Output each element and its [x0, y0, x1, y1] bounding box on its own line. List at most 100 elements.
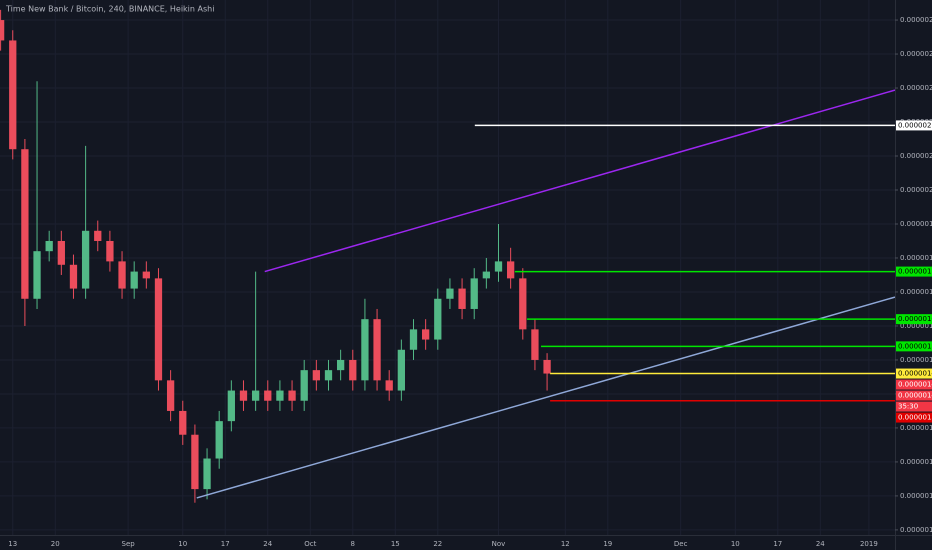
x-tick-label: 13 — [8, 540, 17, 548]
candle-body — [361, 319, 369, 381]
candle-body — [409, 329, 418, 350]
candle-body — [288, 390, 296, 401]
candle-body — [166, 380, 175, 411]
candle-body — [21, 149, 29, 299]
candle-body — [434, 298, 442, 340]
x-tick-label: 15 — [391, 540, 400, 548]
price-tag — [896, 401, 932, 412]
y-tick-label: 0.00000190 — [900, 220, 932, 228]
candle-body — [531, 329, 539, 360]
candle-body — [0, 20, 5, 41]
candle-body — [154, 278, 163, 381]
price-tag-label: 0.00000146 — [898, 370, 932, 378]
candle-body — [94, 230, 102, 241]
y-tick-label: 0.00000160 — [900, 322, 932, 330]
candle-body — [300, 370, 308, 401]
price-tag-label: 0.00000154 — [898, 342, 932, 350]
candle-body — [312, 370, 320, 381]
candle-body — [385, 380, 393, 391]
trend-line — [264, 89, 895, 273]
candle-body — [130, 271, 138, 289]
y-tick-label: 0.00000170 — [900, 288, 932, 296]
candle-body — [33, 251, 41, 299]
y-tick-label: 0.00000130 — [900, 424, 932, 432]
price-tag-label: 0.00000146 — [898, 381, 932, 389]
candle-body — [482, 271, 491, 279]
x-tick-label: 19 — [603, 540, 612, 548]
x-tick-label: 24 — [263, 540, 272, 548]
price-tag — [896, 314, 932, 325]
price-tag — [896, 390, 932, 401]
x-tick-label: 17 — [221, 540, 230, 548]
price-tag — [896, 379, 932, 390]
y-tick-label: 0.00000230 — [900, 84, 932, 92]
candle-body — [519, 278, 527, 330]
x-tick-label: 12 — [561, 540, 570, 548]
x-tick-label: 17 — [773, 540, 782, 548]
x-tick-label: 10 — [731, 540, 740, 548]
y-tick-label: 0.00000240 — [900, 50, 932, 58]
candle-body — [57, 240, 65, 265]
candle-body — [276, 390, 284, 401]
candle-body — [69, 264, 78, 289]
axes: 0.00000100 0.00000110 0.00000120 0.00000130… — [8, 16, 932, 548]
candle-body — [227, 390, 235, 422]
price-tag-label: 0.00000138 — [898, 414, 932, 422]
candle-body — [239, 390, 248, 401]
candle-body — [45, 240, 53, 252]
x-tick-label: 20 — [51, 540, 60, 548]
price-tag — [896, 412, 932, 423]
candle-body — [324, 370, 333, 381]
price-tag-label: 0.00000162 — [898, 315, 932, 323]
x-tick-label: Sep — [122, 540, 136, 548]
x-tick-label: Dec — [674, 540, 688, 548]
candle-body — [336, 359, 345, 371]
candle-body — [543, 359, 551, 374]
price-tag-label: 0.00000146 — [898, 392, 932, 400]
candle-body — [373, 319, 381, 381]
candle-body — [203, 458, 211, 490]
x-tick-label: Nov — [492, 540, 506, 548]
candle-body — [507, 261, 515, 279]
x-tick-label: 24 — [816, 540, 825, 548]
y-tick-label: 0.00000180 — [900, 254, 932, 262]
y-tick-label: 0.00000250 — [900, 16, 932, 24]
grid — [0, 0, 895, 535]
y-tick-label: 0.00000150 — [900, 356, 932, 364]
candle-body — [494, 261, 503, 272]
x-tick-label: 22 — [433, 540, 442, 548]
plot-area — [0, 9, 895, 503]
y-tick-label: 0.00000200 — [900, 186, 932, 194]
candle-body — [191, 434, 199, 490]
x-tick-label: 8 — [351, 540, 355, 548]
candle-body — [215, 421, 223, 459]
candle-body — [9, 40, 17, 150]
y-tick-label: 0.00000110 — [900, 492, 932, 500]
candle-body — [118, 261, 126, 289]
candle-body — [349, 359, 357, 381]
chart-title: Time New Bank / Bitcoin, 240, BINANCE, H… — [5, 5, 214, 14]
price-tag-label: 0.00000219 — [898, 121, 932, 129]
candle-body — [106, 240, 114, 262]
candle-body — [397, 349, 405, 391]
candle-body — [251, 390, 260, 401]
candle-body — [179, 410, 187, 435]
price-tag — [896, 120, 932, 131]
price-tag — [896, 266, 932, 277]
x-tick-label: 10 — [178, 540, 187, 548]
y-tick-label: 0.00000120 — [900, 458, 932, 466]
price-tag-label: 0.00000176 — [898, 268, 932, 276]
candle-body — [81, 230, 90, 289]
candle-body — [264, 390, 272, 401]
x-tick-label: Oct — [304, 540, 316, 548]
x-tick-label: 2019 — [860, 540, 878, 548]
trend-line — [196, 296, 895, 499]
candle-body — [458, 288, 466, 309]
candle-body — [446, 288, 454, 299]
y-tick-label: 0.00000100 — [900, 526, 932, 534]
price-tag-label: 35:30 — [898, 403, 918, 411]
y-tick-label: 0.00000210 — [900, 152, 932, 160]
